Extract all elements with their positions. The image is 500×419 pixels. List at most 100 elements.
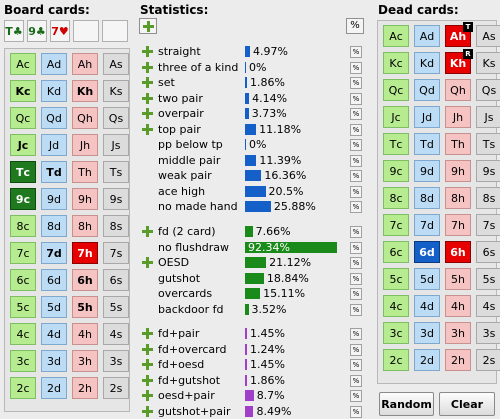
stat-percent-button[interactable]: % [350,359,362,371]
stat-percent-button[interactable]: % [350,241,362,254]
stat-percent-button[interactable]: % [350,77,362,89]
clear-button[interactable]: Clear [439,392,495,416]
expand-all-button[interactable] [139,18,157,34]
stat-percent-button[interactable]: % [350,374,362,387]
stat-percent-button[interactable]: % [350,343,362,356]
board-slot-3[interactable]: 7 ♥ [50,20,70,42]
board-slot-5[interactable] [102,20,128,42]
board-slot-1[interactable]: T ♣ [4,20,24,42]
board-slot-2[interactable]: 9 ♣ [27,20,47,42]
expand-plus-icon[interactable] [142,359,153,370]
expand-plus-icon[interactable] [142,46,153,57]
expand-plus-icon[interactable] [142,61,153,73]
stat-percent-button[interactable]: % [350,170,362,182]
expand-plus-icon[interactable] [142,405,153,417]
expand-plus-icon[interactable] [142,123,153,135]
stat-percent-button[interactable]: % [350,257,362,269]
expand-plus-icon[interactable] [142,343,153,355]
stat-percent-button[interactable]: % [350,201,362,213]
expand-plus-icon[interactable] [142,108,153,119]
stat-percent-button[interactable]: % [350,405,362,418]
stat-percent-button[interactable]: % [350,288,362,300]
stat-percent-button[interactable]: % [350,303,362,316]
stat-percent-button[interactable]: % [350,108,362,120]
stat-percent-button[interactable]: % [350,154,362,167]
stat-percent-button[interactable]: % [350,92,362,105]
board-slot-4[interactable] [73,20,99,42]
stat-percent-button[interactable]: % [350,272,362,285]
random-button[interactable]: Random [379,392,434,416]
